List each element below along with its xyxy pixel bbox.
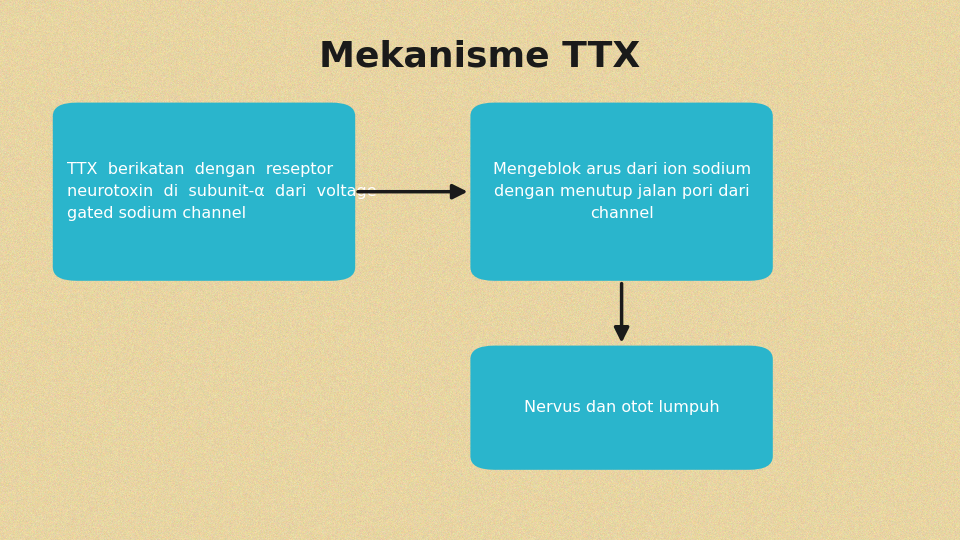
Text: Mengeblok arus dari ion sodium
dengan menutup jalan pori dari
channel: Mengeblok arus dari ion sodium dengan me… <box>492 162 751 221</box>
Text: Mekanisme TTX: Mekanisme TTX <box>320 40 640 73</box>
Text: Nervus dan otot lumpuh: Nervus dan otot lumpuh <box>524 400 719 415</box>
FancyBboxPatch shape <box>53 103 355 281</box>
Text: TTX  berikatan  dengan  reseptor
neurotoxin  di  subunit-α  dari  voltage
gated : TTX berikatan dengan reseptor neurotoxin… <box>67 162 377 221</box>
FancyBboxPatch shape <box>470 346 773 470</box>
FancyBboxPatch shape <box>470 103 773 281</box>
